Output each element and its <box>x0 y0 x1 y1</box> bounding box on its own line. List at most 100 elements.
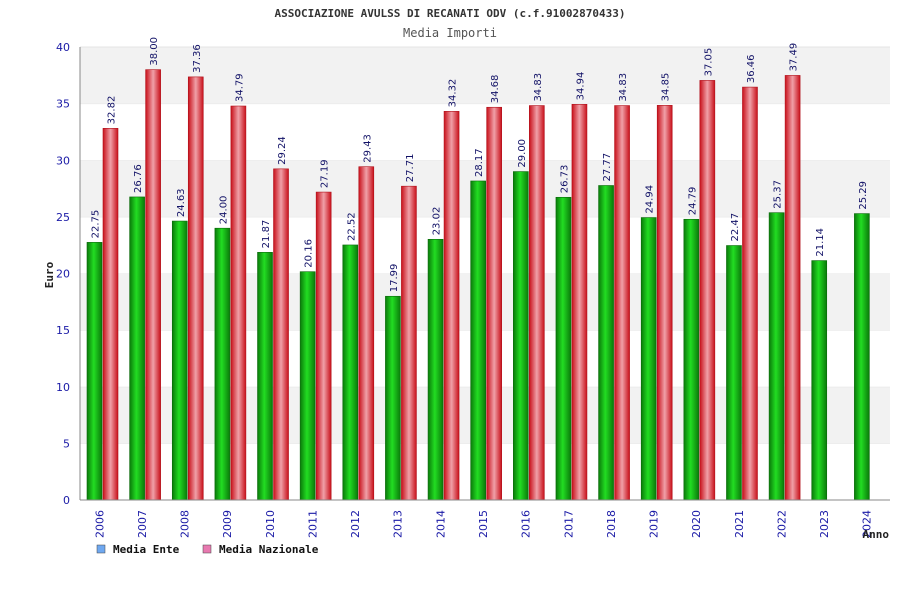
x-tick-label: 2006 <box>93 510 106 538</box>
bar-media-nazionale <box>187 76 204 501</box>
x-tick-label: 2020 <box>690 510 703 538</box>
bar-media-nazionale <box>656 105 673 501</box>
bar-media-nazionale <box>230 105 247 501</box>
x-tick-label: 2014 <box>434 510 447 538</box>
bar-media-nazionale <box>571 104 588 501</box>
data-label: 34.85 <box>661 73 672 102</box>
x-tick-label: 2016 <box>520 510 533 538</box>
data-label: 21.14 <box>815 228 826 257</box>
bar-media-nazionale <box>102 128 119 501</box>
data-label: 20.16 <box>304 239 315 268</box>
y-tick-label: 15 <box>56 324 70 337</box>
bar-media-ente <box>854 213 870 501</box>
data-label: 25.29 <box>858 181 869 210</box>
bar-media-ente <box>299 271 316 501</box>
data-label: 22.52 <box>346 212 357 241</box>
data-label: 36.46 <box>746 54 757 83</box>
x-tick-label: 2007 <box>136 510 149 538</box>
y-axis-label: Euro <box>43 261 56 288</box>
data-label: 34.83 <box>533 73 544 102</box>
bar-media-ente <box>726 245 742 501</box>
x-tick-label: 2010 <box>264 510 277 538</box>
legend-label-media-ente: Media Ente <box>113 543 180 556</box>
data-label: 24.63 <box>176 188 187 217</box>
bar-media-ente <box>768 212 785 501</box>
x-tick-label: 2021 <box>733 510 746 538</box>
x-tick-label: 2012 <box>349 510 362 538</box>
bars <box>86 69 870 501</box>
data-label: 34.83 <box>618 73 629 102</box>
legend-label-media-nazionale: Media Nazionale <box>219 543 319 556</box>
legend-swatch-media-ente <box>96 544 106 554</box>
bar-media-ente <box>129 196 145 501</box>
data-labels: 22.75 32.82 26.76 38.00 24.63 37.36 24.00 34.79… <box>91 37 869 292</box>
y-tick-label: 10 <box>56 381 70 394</box>
x-tick-label: 2008 <box>179 510 192 538</box>
bar-media-ente <box>555 196 572 501</box>
bar-media-ente <box>257 252 273 501</box>
data-label: 26.73 <box>559 165 570 194</box>
data-label: 24.79 <box>687 187 698 216</box>
data-label: 24.00 <box>218 196 229 225</box>
data-label: 24.94 <box>645 185 656 214</box>
x-axis-ticks: 2006 2007 2008 2009 2010 2011 2012 2013 2014 2015… <box>93 510 873 538</box>
x-tick-label: 2013 <box>392 510 405 538</box>
data-label: 37.36 <box>192 44 203 73</box>
y-axis-ticks: 0 5 10 15 20 25 30 35 40 <box>56 41 70 507</box>
x-tick-label: 2019 <box>648 510 661 538</box>
x-tick-label: 2022 <box>775 510 788 538</box>
bar-media-nazionale <box>742 86 758 501</box>
data-label: 22.47 <box>730 213 741 242</box>
bar-media-ente <box>811 260 828 501</box>
data-label: 17.99 <box>389 264 400 293</box>
bar-media-nazionale <box>443 111 460 501</box>
y-tick-label: 0 <box>63 494 70 507</box>
bar-media-nazionale <box>486 106 502 501</box>
x-tick-label: 2009 <box>221 510 234 538</box>
bar-media-nazionale <box>529 105 545 501</box>
bar-media-ente <box>214 227 231 501</box>
y-tick-label: 25 <box>56 211 70 224</box>
bar-media-nazionale <box>401 185 417 501</box>
bar-media-ente <box>470 180 486 501</box>
data-label: 38.00 <box>149 37 160 66</box>
x-tick-label: 2017 <box>562 510 575 538</box>
bar-media-ente <box>427 238 444 501</box>
legend-swatch-media-nazionale <box>202 544 212 554</box>
bar-media-nazionale <box>699 80 716 501</box>
data-label: 21.87 <box>261 220 272 249</box>
bar-media-nazionale <box>145 69 161 501</box>
chart-subtitle: Media Importi <box>403 26 497 40</box>
y-tick-label: 20 <box>56 268 70 281</box>
x-tick-label: 2011 <box>306 510 319 538</box>
data-label: 27.71 <box>405 154 416 183</box>
y-tick-label: 30 <box>56 154 70 167</box>
data-label: 37.49 <box>789 43 800 72</box>
x-tick-label: 2024 <box>861 510 874 538</box>
data-label: 29.24 <box>277 136 288 165</box>
y-tick-label: 5 <box>63 437 70 450</box>
data-label: 28.17 <box>474 148 485 177</box>
x-tick-label: 2018 <box>605 510 618 538</box>
y-tick-label: 40 <box>56 41 70 54</box>
bar-media-ente <box>683 218 700 501</box>
data-label: 23.02 <box>432 207 443 236</box>
data-label: 34.79 <box>234 73 245 102</box>
data-label: 29.00 <box>517 139 528 168</box>
chart-title: ASSOCIAZIONE AVULSS DI RECANATI ODV (c.f… <box>275 7 626 20</box>
bar-media-ente <box>86 242 103 501</box>
data-label: 32.82 <box>107 96 118 125</box>
bar-media-ente <box>385 295 401 501</box>
data-label: 34.32 <box>448 79 459 108</box>
x-tick-label: 2023 <box>818 510 831 538</box>
data-label: 37.05 <box>703 48 714 77</box>
bar-media-nazionale <box>614 105 630 501</box>
data-label: 34.68 <box>490 75 501 104</box>
data-label: 27.19 <box>320 159 331 188</box>
bar-media-ente <box>342 244 359 501</box>
bar-media-nazionale <box>315 191 332 501</box>
bar-media-nazionale <box>273 168 289 501</box>
bar-media-nazionale <box>358 166 375 501</box>
data-label: 25.37 <box>773 180 784 209</box>
